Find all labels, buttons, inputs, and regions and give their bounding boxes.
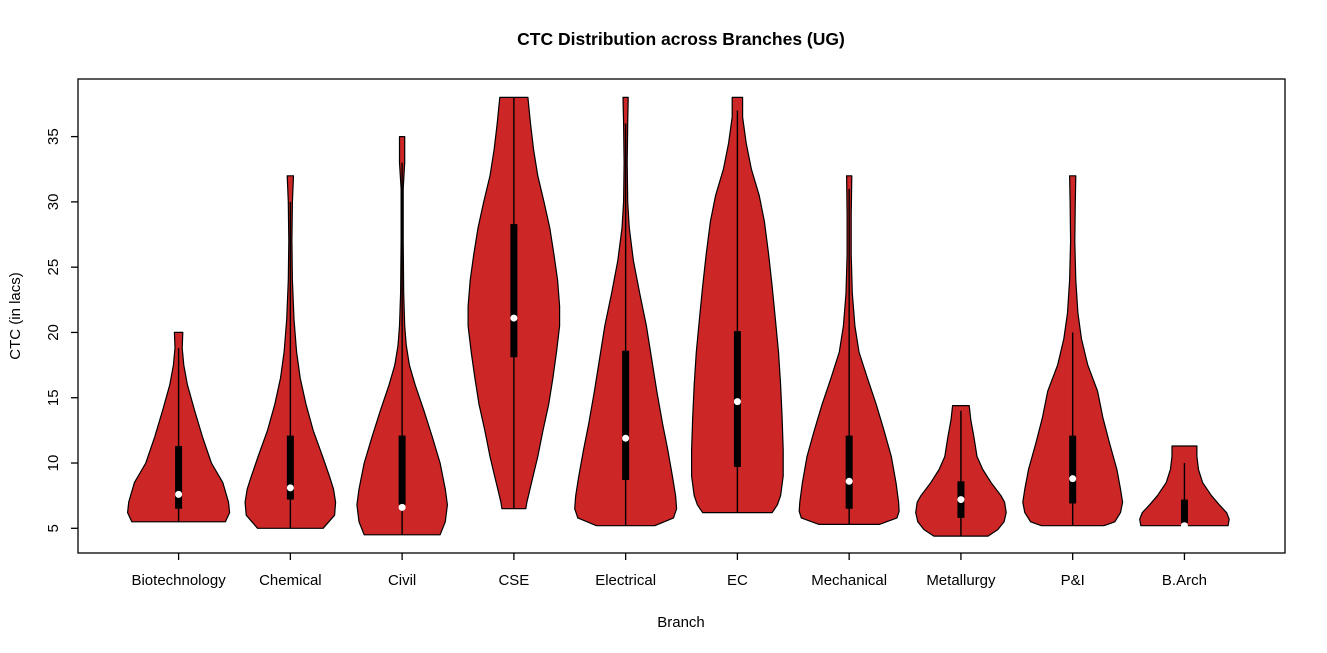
- x-axis-title: Branch: [657, 614, 705, 631]
- y-axis-title: CTC (in lacs): [7, 272, 24, 360]
- chart-title: CTC Distribution across Branches (UG): [517, 29, 845, 49]
- y-tick-label: 5: [45, 524, 62, 532]
- plot-area: 5 10 15 20 25 30 35 Biotechnology Chemical Civil C…: [45, 78, 1286, 589]
- violin-box: [175, 446, 183, 509]
- x-tick-label: Chemical: [259, 572, 322, 589]
- x-tick-label: CSE: [498, 572, 529, 589]
- x-tick-label: Civil: [388, 572, 416, 589]
- y-tick-label: 30: [45, 194, 62, 211]
- violin-median-dot: [622, 434, 630, 442]
- x-tick-label: EC: [727, 572, 748, 589]
- y-tick-label: 25: [45, 259, 62, 276]
- x-tick-label: P&I: [1061, 572, 1085, 589]
- violin-median-dot: [1180, 522, 1188, 530]
- violin-box: [1180, 499, 1188, 524]
- violin-box: [1069, 435, 1077, 504]
- y-tick-label: 10: [45, 455, 62, 472]
- y-tick-label: 35: [45, 128, 62, 145]
- violin-median-dot: [733, 398, 741, 406]
- violin-box: [286, 435, 294, 500]
- violin-box: [398, 435, 406, 505]
- violin-median-dot: [510, 314, 518, 322]
- violin-median-dot: [175, 490, 183, 498]
- violin-box: [510, 224, 518, 358]
- x-tick-label: Mechanical: [811, 572, 887, 589]
- x-tick-label: Metallurgy: [926, 572, 996, 589]
- violin-median-dot: [1069, 475, 1077, 483]
- x-tick-label: Electrical: [595, 572, 656, 589]
- violin-median-dot: [286, 484, 294, 492]
- violin-median-dot: [398, 503, 406, 511]
- y-tick-label: 20: [45, 324, 62, 341]
- violin-median-dot: [957, 496, 965, 504]
- x-tick-label: Biotechnology: [131, 572, 226, 589]
- plot-border: [77, 78, 1286, 554]
- violin-box: [622, 350, 630, 480]
- y-tick-label: 15: [45, 389, 62, 406]
- x-tick-label: B.Arch: [1162, 572, 1207, 589]
- violin-median-dot: [845, 477, 853, 485]
- violin-box: [845, 435, 853, 509]
